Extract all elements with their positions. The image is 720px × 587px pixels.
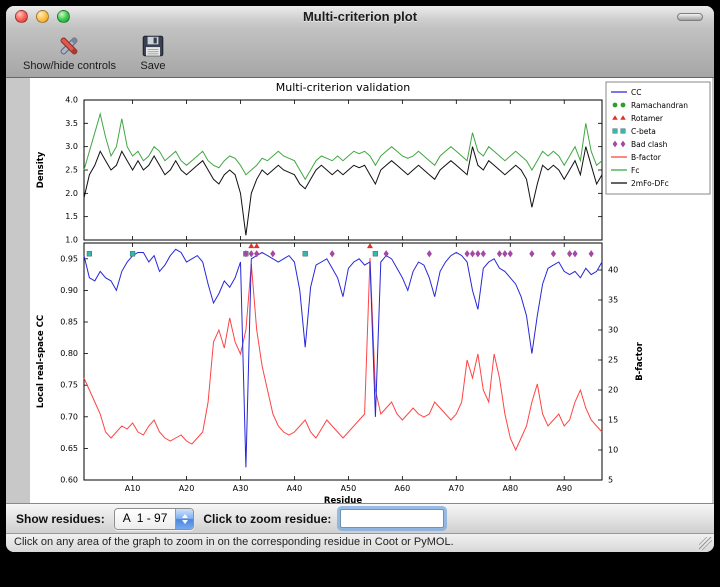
svg-text:0.95: 0.95 <box>60 254 78 263</box>
show-hide-controls-label: Show/hide controls <box>23 60 116 72</box>
zoom-window-button[interactable] <box>57 10 70 23</box>
multi-criterion-chart[interactable]: Multi-criterion validation 1.0 1.5 2.0 2.5 3.… <box>30 78 712 503</box>
svg-text:Ramachandran: Ramachandran <box>631 101 688 110</box>
titlebar[interactable]: Multi-criterion plot <box>6 6 714 28</box>
up-arrow-icon <box>181 513 188 518</box>
svg-text:35: 35 <box>608 296 618 305</box>
toolbar: Show/hide controls Save <box>6 28 714 78</box>
svg-text:A20: A20 <box>179 484 195 493</box>
svg-text:A40: A40 <box>287 484 303 493</box>
controls-bar: Show residues: A 1 - 97 Click to zoom re… <box>6 503 714 533</box>
save-icon <box>140 33 166 59</box>
svg-text:1.5: 1.5 <box>65 212 78 221</box>
svg-text:CC: CC <box>631 88 641 97</box>
svg-text:20: 20 <box>608 386 618 395</box>
zoom-residue-label: Click to zoom residue: <box>203 511 332 526</box>
residue-range-select[interactable]: A 1 - 97 <box>113 507 195 530</box>
residue-range-value: A 1 - 97 <box>114 508 176 529</box>
svg-text:3.0: 3.0 <box>65 142 78 151</box>
stepper-icon <box>175 508 194 529</box>
svg-text:0.65: 0.65 <box>60 444 78 453</box>
svg-text:3.5: 3.5 <box>65 119 78 128</box>
status-text: Click on any area of the graph to zoom i… <box>14 536 454 548</box>
svg-text:0.80: 0.80 <box>60 349 78 358</box>
svg-text:A80: A80 <box>502 484 518 493</box>
svg-text:A60: A60 <box>395 484 411 493</box>
svg-text:Residue: Residue <box>324 496 362 503</box>
window-controls <box>15 10 70 23</box>
svg-text:4.0: 4.0 <box>65 96 78 105</box>
svg-text:A30: A30 <box>233 484 249 493</box>
svg-text:0.60: 0.60 <box>60 476 78 485</box>
svg-text:Local real-space CC: Local real-space CC <box>36 315 46 408</box>
svg-text:B-factor: B-factor <box>631 153 662 162</box>
svg-text:Bad clash: Bad clash <box>631 140 668 149</box>
save-label: Save <box>140 60 166 72</box>
svg-text:2.0: 2.0 <box>65 189 78 198</box>
app-window: Multi-criterion plot Show/hide controls <box>6 6 714 552</box>
status-bar: Click on any area of the graph to zoom i… <box>6 533 714 552</box>
svg-text:A10: A10 <box>125 484 141 493</box>
svg-text:A70: A70 <box>448 484 464 493</box>
window-title: Multi-criterion plot <box>302 9 418 24</box>
svg-text:5: 5 <box>608 476 613 485</box>
down-arrow-icon <box>181 519 188 524</box>
svg-text:0.85: 0.85 <box>60 318 78 327</box>
svg-text:Density: Density <box>36 151 46 188</box>
toolbar-toggle-button[interactable] <box>677 13 703 21</box>
svg-text:Fc: Fc <box>631 166 639 175</box>
svg-text:2mFo-DFc: 2mFo-DFc <box>631 179 669 188</box>
close-button[interactable] <box>15 10 28 23</box>
svg-text:40: 40 <box>608 266 618 275</box>
svg-text:A50: A50 <box>341 484 357 493</box>
svg-text:A90: A90 <box>556 484 572 493</box>
svg-text:0.70: 0.70 <box>60 412 78 421</box>
plot-area[interactable]: Multi-criterion validation 1.0 1.5 2.0 2.5 3.… <box>30 78 712 503</box>
minimize-button[interactable] <box>36 10 49 23</box>
svg-text:30: 30 <box>608 326 618 335</box>
svg-text:2.5: 2.5 <box>65 166 78 175</box>
svg-text:0.75: 0.75 <box>60 381 78 390</box>
tools-icon <box>56 33 82 59</box>
svg-text:1.0: 1.0 <box>65 236 78 245</box>
svg-text:25: 25 <box>608 356 618 365</box>
resize-grip[interactable] <box>699 537 712 550</box>
svg-text:B-factor: B-factor <box>635 341 645 380</box>
svg-text:10: 10 <box>608 446 618 455</box>
svg-text:Multi-criterion validation: Multi-criterion validation <box>276 81 411 94</box>
svg-text:C-beta: C-beta <box>631 127 656 136</box>
svg-text:Rotamer: Rotamer <box>631 114 664 123</box>
svg-text:15: 15 <box>608 416 618 425</box>
zoom-residue-input[interactable] <box>340 509 445 528</box>
show-residues-label: Show residues: <box>16 511 105 526</box>
svg-text:0.90: 0.90 <box>60 286 78 295</box>
save-button[interactable]: Save <box>135 31 171 74</box>
show-hide-controls-button[interactable]: Show/hide controls <box>18 31 121 74</box>
